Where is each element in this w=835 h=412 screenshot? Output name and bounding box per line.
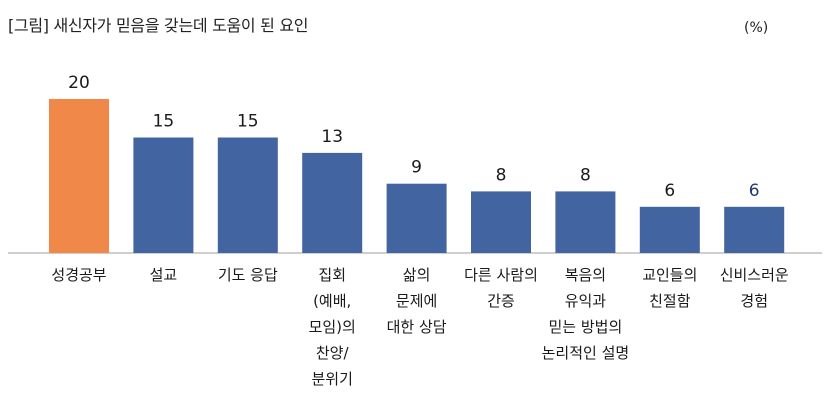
bar-5: [386, 183, 447, 253]
chart-title: [그림] 새신자가 믿음을 갖는데 도움이 된 요인: [8, 16, 309, 35]
bar-7: [555, 191, 616, 253]
category-label-line: 문제에: [396, 292, 437, 310]
data-label-5: 9: [411, 158, 422, 178]
bar-9: [724, 206, 785, 253]
category-label-line: 다른 사람의: [464, 266, 538, 284]
bar-2: [133, 137, 194, 253]
category-label-line: (예배,: [313, 292, 351, 310]
category-label-line: 설교: [150, 266, 178, 284]
category-label-line: 성경공부: [51, 266, 106, 284]
category-label-line: 대한 상담: [387, 318, 447, 336]
data-label-9: 6: [749, 181, 760, 201]
data-label-2: 15: [153, 112, 175, 132]
category-label-line: 분위기: [311, 370, 352, 388]
bar-6: [471, 191, 531, 253]
category-label-line: 복음의: [565, 266, 606, 284]
category-label-2: 설교: [150, 266, 178, 284]
category-label-line: 모임)의: [309, 318, 356, 336]
category-label-1: 성경공부: [51, 266, 106, 284]
category-label-line: 친절함: [649, 292, 691, 310]
category-label-line: 교인들의: [642, 266, 697, 284]
data-label-7: 8: [580, 165, 591, 185]
bar-3: [217, 137, 278, 253]
data-label-4: 13: [321, 127, 343, 147]
category-label-line: 믿는 방법의: [549, 318, 623, 336]
category-label-3: 기도 응답: [218, 266, 278, 284]
category-label-line: 신비스러운: [720, 266, 789, 284]
category-label-line: 찬양/: [316, 344, 350, 362]
bar-4: [302, 152, 363, 253]
category-label-line: 집회: [318, 266, 346, 284]
category-label-line: 유익과: [565, 292, 607, 310]
bar-8: [639, 206, 700, 253]
category-label-line: 기도 응답: [218, 266, 278, 284]
data-label-1: 20: [68, 73, 90, 93]
data-label-8: 6: [664, 181, 675, 201]
category-label-line: 경험: [740, 292, 768, 310]
category-label-line: 삶의: [403, 266, 431, 284]
data-label-6: 8: [496, 165, 507, 185]
bar-1: [49, 99, 109, 253]
data-label-3: 15: [237, 112, 259, 132]
category-label-line: 논리적인 설명: [542, 344, 630, 362]
category-label-line: 간증: [487, 292, 515, 310]
unit-label: (%): [744, 20, 769, 36]
